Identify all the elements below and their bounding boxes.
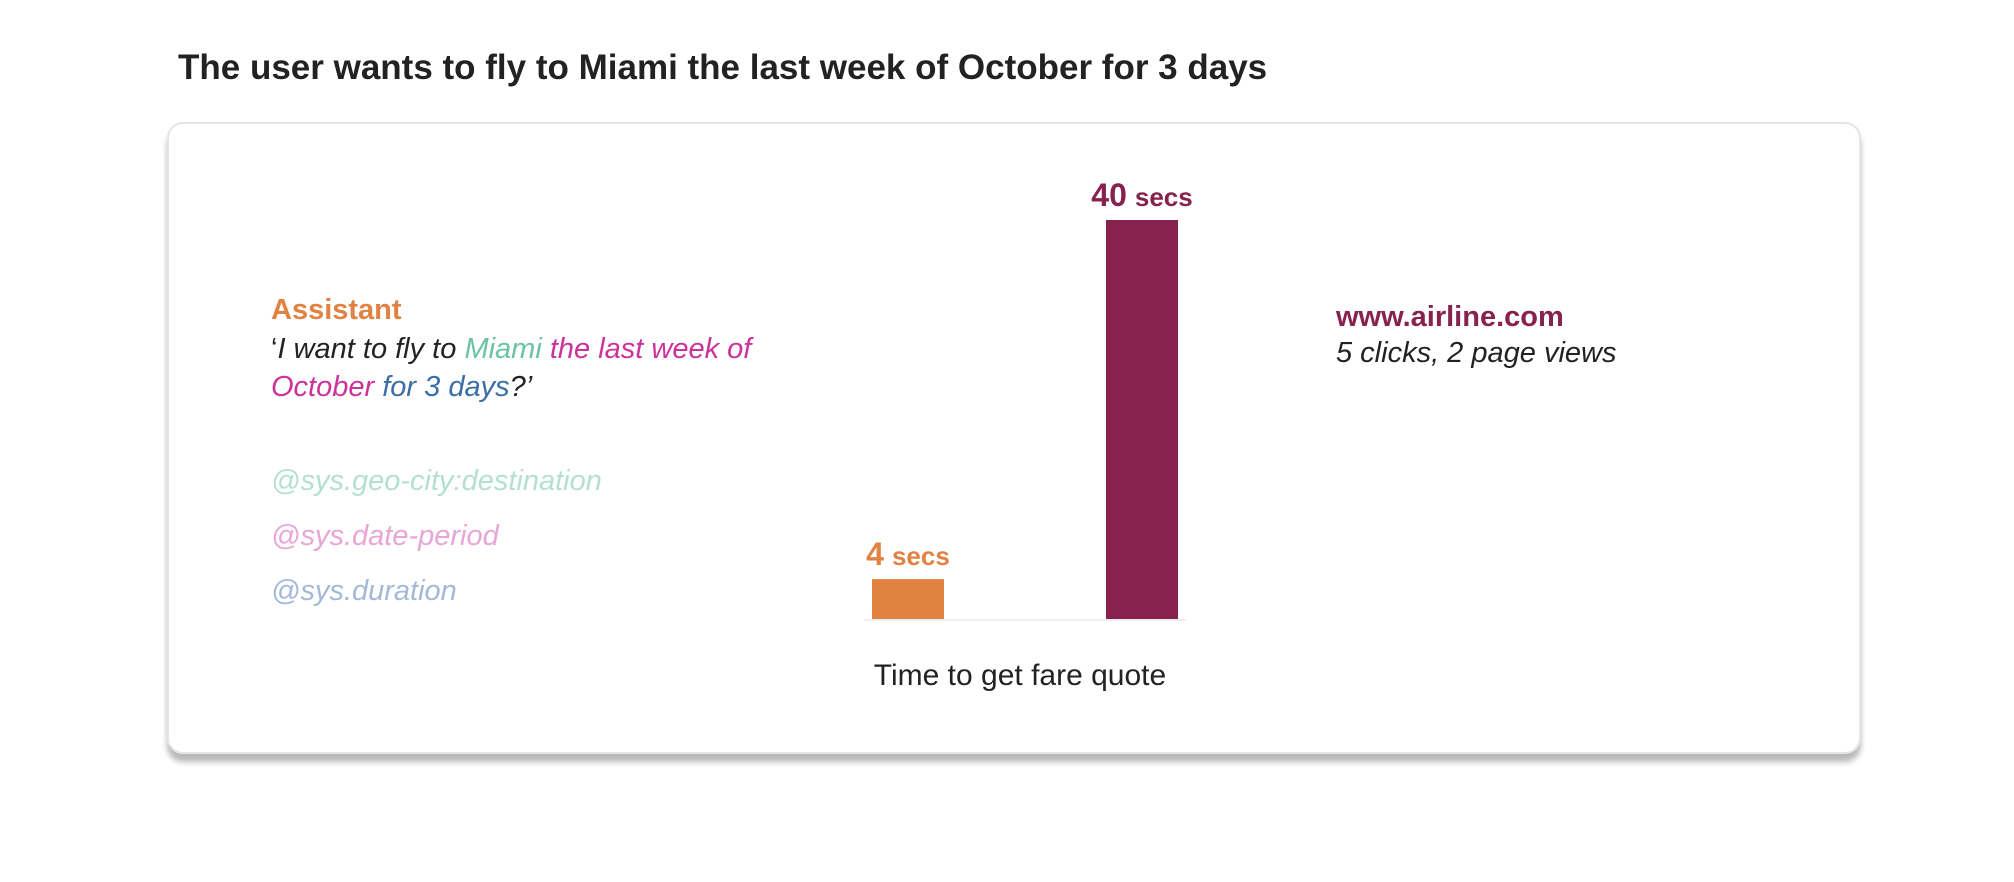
assistant-utterance: ‘I want to fly to Miami the last week of… [271, 330, 811, 406]
utterance-segment: ?’ [509, 371, 533, 403]
x-axis-label: Time to get fare quote [874, 659, 1166, 692]
utterance-segment: Miami [464, 333, 542, 365]
bar-data-label: 4 secs [866, 536, 950, 572]
bar-assistant [872, 579, 944, 619]
website-title: www.airline.com [1336, 301, 1564, 333]
bar-label-unit: secs [892, 541, 950, 571]
assistant-title: Assistant [271, 294, 402, 326]
entity-duration: @sys.duration [271, 575, 457, 607]
utterance-segment: I want to fly to [277, 333, 465, 365]
bar-website [1106, 220, 1178, 619]
fare-quote-time-chart: 4 secs 40 secs Time to get fare quote [864, 177, 1193, 692]
bar-label-number: 4 [866, 536, 884, 572]
entity-date-period: @sys.date-period [271, 520, 499, 552]
bar-label-number: 40 [1091, 177, 1127, 213]
bar-label-unit: secs [1135, 182, 1193, 212]
utterance-segment: the last week of October [271, 333, 752, 403]
comparison-card [167, 122, 1861, 754]
website-subtitle: 5 clicks, 2 page views [1336, 337, 1617, 369]
page-title: The user wants to fly to Miami the last … [178, 48, 1268, 87]
entity-destination: @sys.geo-city:destination [271, 465, 602, 497]
utterance-segment: for 3 days [374, 371, 510, 403]
utterance-segment: ‘ [271, 333, 278, 365]
bar-data-label: 40 secs [1091, 177, 1192, 213]
